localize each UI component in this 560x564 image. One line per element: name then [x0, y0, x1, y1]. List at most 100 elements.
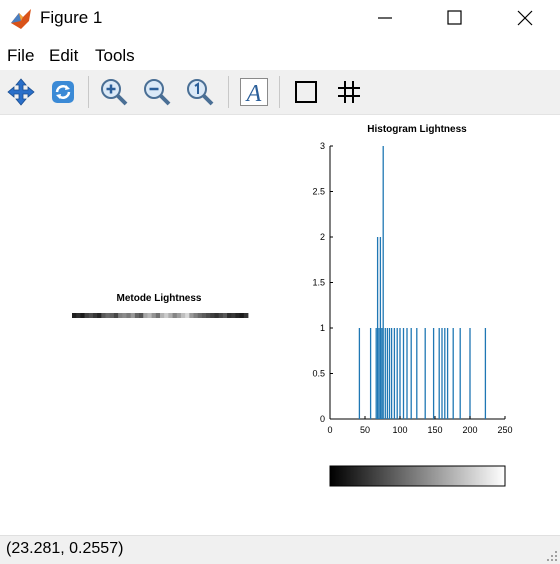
histogram-bars: [358, 146, 487, 419]
maximize-button[interactable]: [432, 0, 478, 36]
box-button[interactable]: [289, 75, 323, 109]
image-pixel: [134, 313, 140, 318]
x-tick-label: 250: [497, 425, 512, 435]
image-pixel: [101, 313, 106, 318]
close-button[interactable]: [502, 0, 548, 36]
colorbar: [329, 465, 506, 487]
image-pixel: [97, 313, 102, 318]
menu-bar: File Edit Tools: [0, 44, 560, 70]
zoom-reset-icon: [187, 79, 214, 106]
menu-edit[interactable]: Edit: [49, 46, 79, 65]
pan-icon: [7, 78, 35, 106]
image-pixel: [84, 313, 90, 318]
image-pixel: [197, 313, 203, 318]
y-tick-label: 0: [320, 414, 325, 424]
image-pixel: [206, 313, 211, 318]
y-tick-label: 2: [320, 232, 325, 242]
image-pixel: [130, 313, 136, 318]
insert-text-button[interactable]: A: [237, 75, 271, 109]
image-pixel: [139, 313, 144, 318]
image-pixel: [92, 313, 98, 318]
zoom-reset-button[interactable]: [183, 75, 217, 109]
image-pixel: [222, 313, 228, 318]
image-pixel: [88, 313, 94, 318]
image-pixel: [214, 313, 220, 318]
image-pixel: [189, 313, 194, 318]
image-panel-title: Metode Lightness: [116, 293, 201, 304]
figure-canvas[interactable]: Metode Lightness Histogram Lightness 0 50…: [0, 115, 560, 535]
x-tick-label: 50: [360, 425, 370, 435]
insert-text-glyph: A: [245, 81, 262, 107]
x-tick-label: 150: [427, 425, 442, 435]
image-pixel: [164, 313, 169, 318]
image-pixel: [235, 313, 241, 318]
y-tick-label: 2.5: [312, 187, 325, 197]
window-title: Figure 1: [40, 8, 103, 27]
close-icon: [517, 10, 533, 26]
matlab-figure-icon: [11, 9, 31, 29]
y-tick-label: 0.5: [312, 369, 325, 379]
x-tick-label: 200: [462, 425, 477, 435]
status-bar: (23.281, 0.2557): [0, 535, 560, 564]
image-pixel: [122, 313, 127, 318]
image-pixel: [227, 313, 232, 318]
image-pixel: [239, 313, 245, 318]
zoom-out-button[interactable]: [140, 75, 174, 109]
zoom-in-button[interactable]: [97, 75, 131, 109]
histogram-ticks: 0 50 100 150 200 250 0 0.5 1 1.5 2 2.5 3: [312, 141, 512, 435]
image-pixel: [147, 313, 153, 318]
zoom-out-icon: [144, 79, 171, 106]
image-pixel: [151, 313, 157, 318]
image-pixel: [193, 313, 199, 318]
pan-button[interactable]: [4, 75, 38, 109]
minimize-button[interactable]: [362, 0, 408, 36]
image-pixel: [231, 313, 236, 318]
image-pixel: [210, 313, 215, 318]
toolbar-separator: [279, 76, 280, 108]
x-tick-label: 0: [327, 425, 332, 435]
box-icon: [295, 81, 317, 103]
y-tick-label: 1: [320, 323, 325, 333]
image-pixel: [201, 313, 207, 318]
toolbar-separator: [88, 76, 89, 108]
image-pixel: [76, 313, 81, 318]
grid-button[interactable]: [332, 75, 366, 109]
insert-text-icon: A: [240, 78, 268, 107]
x-tick-label: 100: [392, 425, 407, 435]
menu-file[interactable]: File: [7, 46, 35, 65]
rotate-button[interactable]: [46, 75, 80, 109]
rotate-icon: [52, 81, 74, 103]
image-pixel: [160, 313, 165, 318]
image-pixel: [126, 313, 132, 318]
image-pixel: [185, 313, 190, 318]
y-tick-label: 1.5: [312, 278, 325, 288]
maximize-icon: [447, 10, 462, 25]
image-pixel: [105, 313, 111, 318]
image-pixel: [218, 313, 224, 318]
y-tick-label: 3: [320, 141, 325, 151]
toolbar-separator: [228, 76, 229, 108]
minimize-icon: [378, 17, 392, 19]
grid-icon: [338, 81, 360, 103]
image-pixel: [168, 313, 173, 318]
image-pixel: [176, 313, 182, 318]
resize-grip-icon[interactable]: [546, 550, 558, 562]
image-pixel: [155, 313, 161, 318]
pointer-coordinates: (23.281, 0.2557): [6, 540, 124, 557]
zoom-in-icon: [101, 79, 128, 106]
toolbar: A: [0, 70, 560, 115]
menu-tools[interactable]: Tools: [95, 46, 135, 65]
image-pixel: [118, 313, 123, 318]
image-pixel: [109, 313, 115, 318]
histogram-axes: [329, 146, 505, 420]
figure-svg: Metode Lightness Histogram Lightness 0 50…: [72, 124, 513, 487]
image-pixel: [72, 313, 77, 318]
image-pixel: [243, 313, 249, 318]
title-bar: Figure 1: [0, 0, 560, 38]
image-pixel: [80, 313, 85, 318]
image-pixel: [143, 313, 148, 318]
lightness-image-strip: [72, 313, 249, 318]
histogram-title: Histogram Lightness: [367, 124, 467, 135]
image-pixel: [180, 313, 186, 318]
image-pixel: [113, 313, 119, 318]
